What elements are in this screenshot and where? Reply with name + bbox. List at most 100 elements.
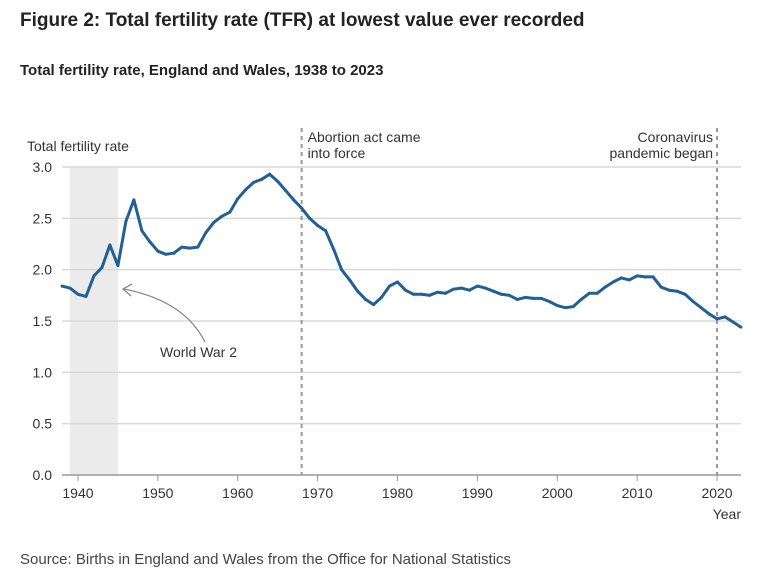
data-point-1978 — [380, 295, 384, 299]
data-point-2023 — [739, 325, 743, 329]
data-point-1962 — [252, 180, 256, 184]
y-tick-label: 2.0 — [33, 262, 53, 278]
data-point-2008 — [619, 276, 623, 280]
data-point-1944 — [108, 243, 112, 247]
y-tick-label: 0.5 — [33, 416, 53, 432]
data-point-1961 — [244, 188, 248, 192]
data-point-1948 — [140, 229, 144, 233]
data-point-1980 — [396, 280, 400, 284]
data-point-2010 — [635, 274, 639, 278]
data-point-1991 — [483, 286, 487, 290]
data-point-1942 — [92, 274, 96, 278]
ww2-arrow — [123, 288, 206, 343]
data-point-1987 — [451, 287, 455, 291]
data-point-1972 — [332, 247, 336, 251]
data-point-2014 — [667, 288, 671, 292]
data-point-1970 — [316, 224, 320, 228]
data-point-1976 — [364, 297, 368, 301]
annotation-label: into force — [308, 145, 366, 161]
data-point-1990 — [475, 284, 479, 288]
data-point-1939 — [68, 286, 72, 290]
source-note: Source: Births in England and Wales from… — [20, 551, 512, 568]
y-axis-label: Total fertility rate — [27, 138, 129, 154]
data-point-1956 — [204, 231, 208, 235]
data-point-1982 — [411, 292, 415, 296]
data-point-1957 — [212, 220, 216, 224]
data-point-1965 — [276, 179, 280, 183]
data-point-1997 — [531, 296, 535, 300]
data-point-1952 — [172, 251, 176, 255]
x-tick-label: 1970 — [302, 485, 333, 501]
y-tick-label: 3.0 — [33, 159, 53, 175]
data-point-1959 — [228, 210, 232, 214]
data-point-1971 — [324, 229, 328, 233]
data-point-1984 — [427, 293, 431, 297]
data-point-2012 — [651, 275, 655, 279]
tfr-line-chart: 0.0 0.5 1.0 1.5 2.0 2.5 3.0 Total fertility rat… — [27, 128, 743, 522]
data-point-1983 — [419, 292, 423, 296]
data-point-2007 — [611, 280, 615, 284]
data-point-1946 — [124, 219, 128, 223]
data-point-1960 — [236, 197, 240, 201]
x-tick-label: 2000 — [542, 485, 573, 501]
tfr-series-line — [61, 172, 742, 329]
x-axis-label: Year — [713, 506, 742, 522]
data-point-1949 — [148, 240, 152, 244]
data-point-1947 — [132, 198, 136, 202]
data-point-1951 — [164, 252, 168, 256]
arrowhead-icon — [121, 283, 133, 297]
x-tick-label: 2010 — [622, 485, 653, 501]
data-point-2015 — [675, 289, 679, 293]
data-point-1938 — [60, 284, 64, 288]
data-point-2018 — [699, 306, 703, 310]
x-tick-label: 1990 — [462, 485, 493, 501]
annotation-label: pandemic began — [610, 145, 714, 161]
data-point-1954 — [188, 246, 192, 250]
data-point-2013 — [659, 285, 663, 289]
data-point-1963 — [260, 177, 264, 181]
data-point-1988 — [459, 286, 463, 290]
y-tick-label: 1.5 — [33, 313, 53, 329]
data-point-1941 — [84, 294, 88, 298]
data-point-1992 — [491, 289, 495, 293]
y-tick-label: 1.0 — [33, 364, 53, 380]
x-tick-label: 1950 — [142, 485, 173, 501]
data-point-1989 — [467, 288, 471, 292]
data-point-1974 — [348, 278, 352, 282]
data-point-1986 — [443, 291, 447, 295]
data-point-1977 — [372, 303, 376, 307]
data-point-1979 — [388, 284, 392, 288]
data-point-1964 — [268, 172, 272, 176]
data-point-1973 — [340, 268, 344, 272]
data-point-1995 — [515, 297, 519, 301]
data-point-2017 — [691, 299, 695, 303]
data-point-2022 — [731, 320, 735, 324]
annotation-label: Abortion act came — [308, 129, 421, 145]
data-point-1968 — [300, 206, 304, 210]
data-point-2000 — [555, 304, 559, 308]
x-tick-label: 1940 — [62, 485, 93, 501]
data-point-1945 — [116, 264, 120, 268]
data-point-2002 — [571, 305, 575, 309]
data-point-1967 — [292, 198, 296, 202]
data-point-2006 — [603, 285, 607, 289]
chart-subtitle: Total fertility rate, England and Wales,… — [20, 62, 384, 79]
annotation-label: Coronavirus — [638, 129, 713, 145]
chart-title: Figure 2: Total fertility rate (TFR) at … — [20, 10, 585, 31]
data-point-1994 — [507, 293, 511, 297]
data-point-2003 — [579, 297, 583, 301]
data-point-1950 — [156, 249, 160, 253]
ww2-label: World War 2 — [160, 344, 237, 360]
data-point-2016 — [683, 292, 687, 296]
x-tick-label: 1960 — [222, 485, 253, 501]
data-point-1996 — [523, 295, 527, 299]
data-point-1953 — [180, 245, 184, 249]
data-point-2021 — [723, 315, 727, 319]
data-point-1985 — [435, 290, 439, 294]
data-point-1981 — [403, 288, 407, 292]
y-tick-label: 0.0 — [33, 467, 53, 483]
data-point-1966 — [284, 189, 288, 193]
data-point-1955 — [196, 245, 200, 249]
data-point-1975 — [356, 289, 360, 293]
data-point-2009 — [627, 278, 631, 282]
